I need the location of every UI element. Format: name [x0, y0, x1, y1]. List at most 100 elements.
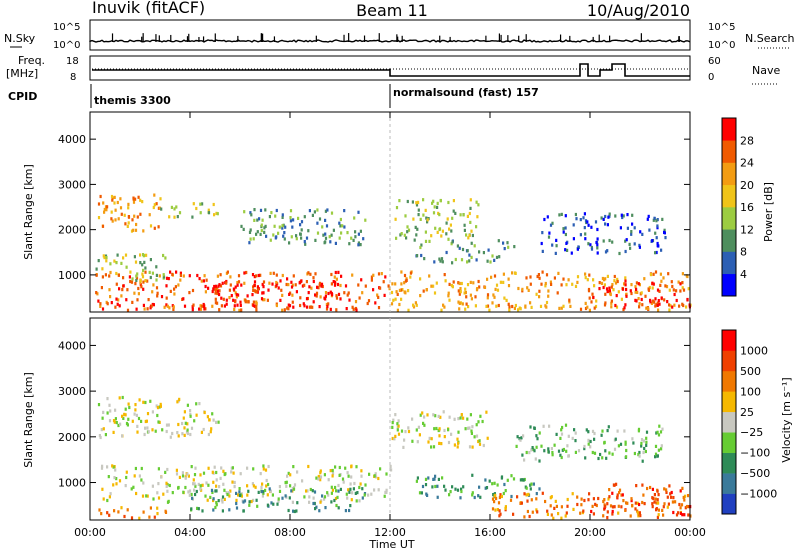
data-cell [243, 271, 246, 275]
data-cell [252, 303, 255, 307]
data-cell [526, 509, 529, 514]
data-cell [336, 282, 340, 287]
data-cell [493, 492, 496, 496]
data-cell [104, 273, 107, 277]
data-cell [171, 431, 174, 436]
data-cell [419, 277, 422, 281]
data-cell [358, 485, 361, 490]
data-cell [324, 506, 327, 510]
data-cell [106, 498, 109, 503]
data-cell [123, 412, 126, 416]
data-cell [256, 504, 259, 508]
data-cell [156, 506, 159, 510]
data-cell [618, 251, 621, 256]
data-cell [214, 301, 217, 305]
data-cell [297, 216, 300, 220]
data-cell [319, 469, 322, 473]
data-cell [243, 281, 246, 285]
data-cell [326, 304, 329, 309]
data-cell [440, 234, 443, 238]
data-cell [513, 306, 516, 310]
data-cell [565, 241, 568, 245]
data-cell [236, 283, 239, 287]
data-cell [218, 289, 221, 293]
data-cell [207, 211, 211, 215]
data-cell [153, 203, 156, 207]
data-cell [517, 308, 520, 312]
data-cell [615, 482, 618, 486]
data-cell [157, 225, 160, 229]
data-cell [592, 295, 595, 300]
data-cell [436, 230, 439, 234]
data-cell [204, 290, 207, 294]
data-cell [655, 501, 658, 505]
data-cell [236, 303, 239, 307]
data-cell [195, 206, 198, 211]
data-cell [247, 300, 250, 304]
data-cell [533, 449, 536, 453]
data-cell [97, 202, 101, 206]
x-tick-label: 16:00 [474, 526, 506, 539]
data-cell [514, 303, 517, 308]
data-cell [290, 280, 293, 284]
data-cell [584, 306, 588, 311]
data-cell [402, 445, 405, 449]
data-cell [135, 278, 138, 282]
data-cell [300, 236, 303, 240]
data-cell [533, 426, 536, 430]
data-cell [412, 217, 415, 221]
data-cell [499, 512, 502, 516]
data-cell [149, 224, 153, 228]
data-cell [259, 232, 262, 236]
data-cell [471, 233, 474, 238]
data-cell [550, 513, 553, 517]
data-cell [118, 396, 121, 400]
data-cell [666, 300, 669, 304]
data-cell [557, 512, 560, 516]
data-cell [111, 464, 114, 468]
data-cell [218, 485, 221, 489]
data-cell [658, 302, 661, 306]
data-cell [432, 477, 435, 481]
data-cell [445, 250, 448, 255]
data-cell [318, 509, 321, 513]
data-cell [471, 491, 474, 495]
data-cell [136, 272, 139, 276]
data-cell [216, 289, 219, 293]
data-cell [466, 214, 469, 218]
data-cell [637, 297, 640, 301]
data-cell [425, 288, 428, 292]
data-cell [348, 242, 351, 246]
y-tick-label: 2000 [58, 431, 86, 444]
data-cell [413, 238, 416, 242]
data-cell [184, 485, 187, 490]
data-cell [188, 274, 191, 278]
data-cell [538, 431, 541, 435]
data-cell [576, 495, 579, 499]
data-cell [281, 293, 284, 297]
data-cell [145, 419, 148, 423]
data-cell [495, 496, 498, 501]
data-cell [242, 509, 245, 513]
data-cell [611, 505, 615, 509]
data-cell [523, 458, 526, 462]
data-cell [138, 474, 141, 478]
data-cell [312, 279, 315, 284]
data-cell [324, 240, 327, 244]
data-cell [374, 472, 377, 476]
data-cell [213, 287, 216, 291]
data-cell [202, 302, 205, 307]
data-cell [231, 466, 234, 470]
data-cell [360, 474, 363, 478]
data-cell [626, 501, 629, 505]
data-cell [626, 226, 629, 230]
data-cell [286, 306, 289, 310]
data-cell [327, 478, 330, 482]
data-cell [195, 402, 198, 406]
data-cell [109, 409, 112, 413]
data-cell [611, 509, 614, 514]
data-cell [506, 241, 509, 245]
data-cell [430, 234, 433, 238]
data-cell [319, 295, 322, 299]
